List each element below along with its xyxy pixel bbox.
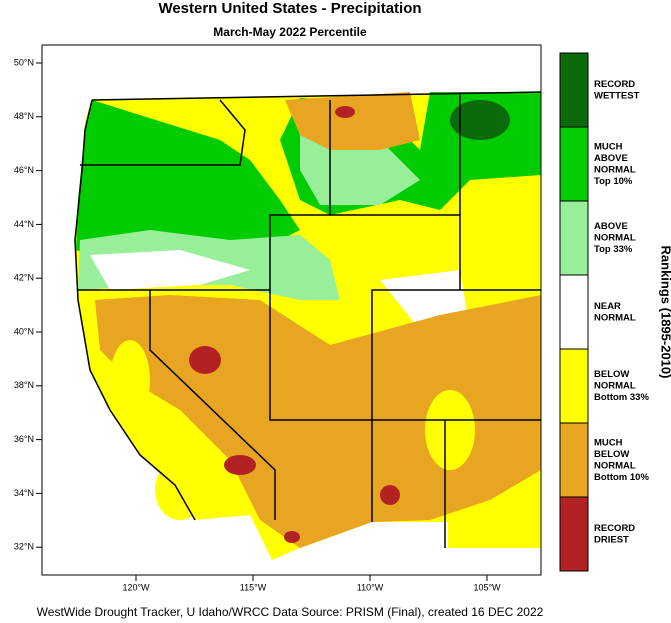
legend-label: Top 10% <box>594 176 633 187</box>
footer: WestWide Drought Tracker, U Idaho/WRCC D… <box>37 605 544 619</box>
legend-swatch <box>559 496 589 572</box>
legend-label: NORMAL <box>594 381 636 392</box>
lat-label: 46°N <box>14 165 34 175</box>
record-dry <box>284 531 300 543</box>
record-wet <box>450 100 510 140</box>
below-normal <box>425 390 475 470</box>
lat-label: 40°N <box>14 326 34 336</box>
legend-label: NEAR <box>594 301 621 312</box>
legend-label: Top 33% <box>594 244 633 255</box>
lat-label: 36°N <box>14 434 34 444</box>
lon-label: 120°W <box>122 582 150 592</box>
legend-label: RECORD <box>594 523 635 534</box>
legend-swatch <box>559 348 589 424</box>
legend-label: MUCH <box>594 437 623 448</box>
legend-swatch <box>559 200 589 276</box>
below-normal <box>110 340 150 420</box>
state-borders <box>78 91 541 548</box>
legend-swatch <box>559 274 589 350</box>
legend-label: RECORD <box>594 79 635 90</box>
coastline <box>74 99 196 521</box>
legend-label: ABOVE <box>594 221 628 232</box>
title: Western United States - Precipitation <box>158 0 421 17</box>
legend-label: WETTEST <box>594 90 640 101</box>
lon-label: 115°W <box>240 582 267 592</box>
lon-label: 105°W <box>473 582 501 592</box>
legend-label: NORMAL <box>594 312 636 323</box>
legend-swatch <box>559 52 589 128</box>
lat-label: 50°N <box>14 57 34 67</box>
lat-label: 38°N <box>14 380 34 390</box>
legend-label: MUCH <box>594 141 623 152</box>
record-dry <box>335 106 355 118</box>
legend-swatch <box>559 422 589 498</box>
legend-title: Rankings (1895-2010) <box>659 246 671 379</box>
legend-label: DRIEST <box>594 534 629 545</box>
legend-swatch <box>559 126 589 202</box>
lat-label: 34°N <box>14 488 34 498</box>
subtitle: March-May 2022 Percentile <box>213 25 367 39</box>
legend-label: Bottom 10% <box>594 472 649 483</box>
legend-label: NORMAL <box>594 233 636 244</box>
legend-label: NORMAL <box>594 164 636 175</box>
lat-label: 48°N <box>14 111 34 121</box>
near-normal <box>90 250 250 290</box>
below-normal <box>155 460 205 520</box>
legend-label: Bottom 33% <box>594 392 649 403</box>
lat-label: 44°N <box>14 219 34 229</box>
legend-label: ABOVE <box>594 153 628 164</box>
map <box>41 44 542 576</box>
lon-label: 110°W <box>357 582 384 592</box>
record-dry <box>380 485 400 505</box>
legend-label: BELOW <box>594 449 629 460</box>
record-dry <box>224 455 256 475</box>
legend-label: NORMAL <box>594 460 636 471</box>
record-dry <box>189 346 221 374</box>
lat-label: 42°N <box>14 273 34 283</box>
legend-label: BELOW <box>594 369 629 380</box>
map-frame <box>41 44 542 576</box>
lat-label: 32°N <box>14 542 34 552</box>
dry-region <box>285 92 420 150</box>
